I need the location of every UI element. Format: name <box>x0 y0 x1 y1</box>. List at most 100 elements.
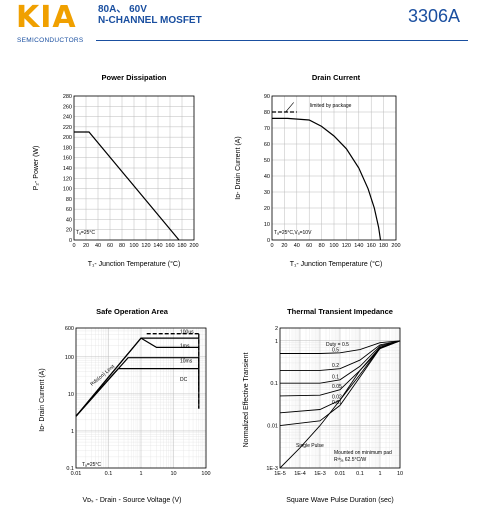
x-tick-label: 0 <box>72 243 75 249</box>
temp-annotation: Tₐ=25°C <box>76 230 95 236</box>
x-axis-label: T₁- Junction Temperature (°C) <box>88 260 181 268</box>
y-tick-label: 240 <box>63 115 72 121</box>
y-tick-label: 80 <box>264 110 270 116</box>
y-tick-label: 1 <box>71 429 74 435</box>
x-tick-label: 0.1 <box>356 471 364 477</box>
part-number: 3306A <box>407 6 460 26</box>
y-axis-label: Iᴅ- Drain Current (A) <box>39 368 46 431</box>
y-tick-label: 20 <box>66 228 72 234</box>
x-tick-label: 80 <box>319 243 325 249</box>
thermal-curve <box>280 340 401 354</box>
y-tick-label: 80 <box>66 197 72 203</box>
plot-frame <box>73 95 195 241</box>
x-tick-label: 140 <box>354 243 363 249</box>
soa-curve-1ms <box>75 337 200 417</box>
y-tick-label: 0.1 <box>270 381 278 387</box>
y-tick-label: 180 <box>63 145 72 151</box>
y-axis-label: Normalized Effective Transient <box>243 353 250 448</box>
y-axis-label: Iᴅ- Drain Current (A) <box>235 136 242 199</box>
x-tick-label: 120 <box>342 243 351 249</box>
thermal-curve <box>279 340 401 469</box>
x-tick-label: 200 <box>391 243 400 249</box>
y-tick-label: 20 <box>264 206 270 212</box>
x-tick-label: 0.1 <box>105 471 113 477</box>
mounting-annotation: Mounted on minimum pad <box>334 450 392 456</box>
chart-drain-current: Drain Current 0 20 40 60 80 100 120 140 160 180 20… <box>235 73 401 268</box>
plot-frame <box>279 327 401 469</box>
x-tick-label: 100 <box>329 243 338 249</box>
temp-annotation: Tₐ=25°C <box>82 462 101 468</box>
header-divider <box>96 40 468 41</box>
x-tick-label: 1E-5 <box>274 471 286 477</box>
y-tick-label: 1E-3 <box>266 466 278 472</box>
series-label: 0.02 <box>332 395 342 401</box>
y-tick-label: 1 <box>275 339 278 345</box>
x-tick-label: 0.01 <box>71 471 82 477</box>
y-tick-label: 2 <box>275 326 278 332</box>
series-label: 100us <box>180 330 194 336</box>
y-tick-label: 50 <box>264 158 270 164</box>
y-tick-label: 10 <box>68 392 74 398</box>
x-tick-label: 20 <box>281 243 287 249</box>
series-label: 1ms <box>180 343 190 349</box>
x-tick-label: 1 <box>139 471 142 477</box>
plot-frame <box>75 327 207 469</box>
x-tick-label: 0.01 <box>335 471 346 477</box>
series-label: DC <box>180 377 188 383</box>
x-tick-label: 160 <box>165 243 174 249</box>
chart-thermal-transient-impedance: Thermal Transient Impedance 1E-5 1E-4 1E-3… <box>243 307 403 504</box>
chart-title: Drain Current <box>312 73 361 82</box>
chart-safe-operation-area: Safe Operation Area 0.01 0.1 1 10 1000.11101… <box>39 307 211 504</box>
spec-type: N-CHANNEL MOSFET <box>98 15 202 26</box>
power-derating-curve <box>74 131 180 241</box>
y-tick-label: 30 <box>264 190 270 196</box>
x-axis-label: Square Wave Pulse Duration (sec) <box>286 497 394 504</box>
x-tick-label: 100 <box>129 243 138 249</box>
spec-rating: 80A、 60V <box>98 4 147 15</box>
datasheet-header: KIA SEMICONDUCTORS 80A、 60V N-CHANNEL MO… <box>0 0 480 48</box>
x-tick-label: 1 <box>378 471 381 477</box>
y-tick-label: 200 <box>63 135 72 141</box>
chart-title: Power Dissipation <box>101 73 166 82</box>
x-tick-label: 20 <box>83 243 89 249</box>
y-tick-label: 280 <box>63 94 72 100</box>
drain-current-curve <box>272 117 382 241</box>
y-tick-label: 10 <box>264 222 270 228</box>
series-label: 0.5 <box>332 347 339 353</box>
x-axis-label: Vᴅₛ - Drain - Source Voltage (V) <box>82 497 181 504</box>
series-label: 0.01 <box>332 400 342 406</box>
y-tick-label: 260 <box>63 104 72 110</box>
package-limit-annotation: limited by package <box>310 103 352 109</box>
x-tick-label: 120 <box>141 243 150 249</box>
y-tick-label: 600 <box>65 326 74 332</box>
series-label: 0.2 <box>332 363 339 369</box>
spec-summary: 80A、 60V N-CHANNEL MOSFET <box>98 4 202 26</box>
x-tick-label: 160 <box>367 243 376 249</box>
y-tick-label: 100 <box>65 355 74 361</box>
x-tick-label: 10 <box>170 471 176 477</box>
condition-annotation: Tₐ=25°C,Vₐ=10V <box>274 230 312 236</box>
y-tick-label: 0.1 <box>66 466 74 472</box>
x-tick-label: 1E-4 <box>294 471 306 477</box>
logo-subtitle: SEMICONDUCTORS <box>17 37 84 44</box>
x-tick-label: 60 <box>107 243 113 249</box>
y-tick-label: 0 <box>267 238 270 244</box>
y-tick-label: 140 <box>63 166 72 172</box>
x-tick-label: 40 <box>294 243 300 249</box>
x-tick-label: 0 <box>270 243 273 249</box>
y-tick-label: 0.01 <box>267 424 278 430</box>
x-tick-label: 60 <box>306 243 312 249</box>
x-tick-label: 180 <box>379 243 388 249</box>
single-pulse-annotation: Single Pulse <box>296 443 324 449</box>
series-label: 0.1 <box>332 374 339 380</box>
y-tick-label: 70 <box>264 126 270 132</box>
y-tick-label: 160 <box>63 156 72 162</box>
y-axis-label: P₂- Power (W) <box>33 146 40 191</box>
soa-curve-dc <box>75 367 200 417</box>
y-tick-label: 40 <box>264 174 270 180</box>
x-tick-label: 1E-3 <box>314 471 326 477</box>
x-tick-label: 80 <box>119 243 125 249</box>
x-tick-label: 100 <box>201 471 210 477</box>
y-tick-label: 60 <box>66 207 72 213</box>
plot-frame <box>271 95 397 241</box>
